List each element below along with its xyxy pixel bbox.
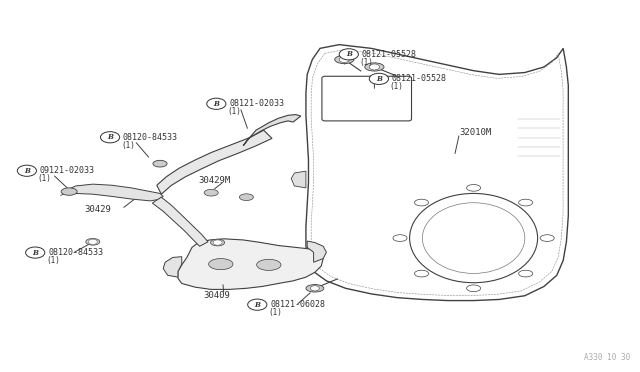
Polygon shape xyxy=(67,184,163,201)
Text: 08120-84533: 08120-84533 xyxy=(48,248,103,257)
Text: B: B xyxy=(107,133,113,141)
Circle shape xyxy=(339,57,349,62)
Text: 09121-02033: 09121-02033 xyxy=(40,166,95,175)
Text: B: B xyxy=(32,248,38,257)
FancyBboxPatch shape xyxy=(322,76,412,121)
Text: B: B xyxy=(24,167,30,175)
Polygon shape xyxy=(307,241,326,262)
Ellipse shape xyxy=(393,235,407,241)
Circle shape xyxy=(207,98,226,109)
Text: 08121-05528: 08121-05528 xyxy=(392,74,447,83)
Text: B: B xyxy=(376,75,382,83)
Ellipse shape xyxy=(61,188,77,195)
Ellipse shape xyxy=(415,270,429,277)
Ellipse shape xyxy=(467,185,481,191)
Polygon shape xyxy=(306,45,568,301)
Ellipse shape xyxy=(467,285,481,292)
Text: B: B xyxy=(346,50,352,58)
Text: (1): (1) xyxy=(121,141,135,150)
Circle shape xyxy=(100,132,120,143)
Ellipse shape xyxy=(209,259,233,270)
Text: 30429M: 30429M xyxy=(198,176,230,185)
Text: B: B xyxy=(213,100,220,108)
Text: B: B xyxy=(254,301,260,309)
Text: (1): (1) xyxy=(268,308,282,317)
Text: (1): (1) xyxy=(360,58,374,67)
Text: (1): (1) xyxy=(390,82,404,91)
Circle shape xyxy=(339,49,358,60)
Text: (1): (1) xyxy=(227,107,241,116)
Ellipse shape xyxy=(211,239,225,246)
Polygon shape xyxy=(178,239,323,289)
Polygon shape xyxy=(291,171,306,188)
Text: 08121-02033: 08121-02033 xyxy=(229,99,284,108)
Text: 30429: 30429 xyxy=(84,205,111,214)
Text: 08121-06028: 08121-06028 xyxy=(270,300,325,309)
Polygon shape xyxy=(163,257,182,277)
Circle shape xyxy=(17,165,36,176)
Circle shape xyxy=(248,299,267,310)
Polygon shape xyxy=(157,130,272,194)
Text: A330 10 30: A330 10 30 xyxy=(584,353,630,362)
Ellipse shape xyxy=(410,193,538,283)
Circle shape xyxy=(88,239,97,244)
Text: 08121-05528: 08121-05528 xyxy=(362,50,417,59)
Circle shape xyxy=(310,286,319,291)
Ellipse shape xyxy=(153,160,167,167)
Text: 30409: 30409 xyxy=(204,291,230,300)
Polygon shape xyxy=(152,197,208,246)
Circle shape xyxy=(213,240,222,245)
Ellipse shape xyxy=(415,199,429,206)
Text: 32010M: 32010M xyxy=(460,128,492,137)
Text: (1): (1) xyxy=(46,256,60,265)
Text: (1): (1) xyxy=(38,174,52,183)
Ellipse shape xyxy=(365,63,384,71)
Circle shape xyxy=(369,64,380,70)
Circle shape xyxy=(369,73,388,84)
Circle shape xyxy=(26,247,45,258)
Ellipse shape xyxy=(257,259,281,270)
Ellipse shape xyxy=(518,270,532,277)
Ellipse shape xyxy=(86,238,100,245)
Text: 08120-84533: 08120-84533 xyxy=(123,133,178,142)
Ellipse shape xyxy=(239,194,253,201)
Ellipse shape xyxy=(518,199,532,206)
Ellipse shape xyxy=(204,189,218,196)
Ellipse shape xyxy=(540,235,554,241)
Ellipse shape xyxy=(306,285,324,292)
Polygon shape xyxy=(243,115,301,146)
Ellipse shape xyxy=(335,55,354,64)
